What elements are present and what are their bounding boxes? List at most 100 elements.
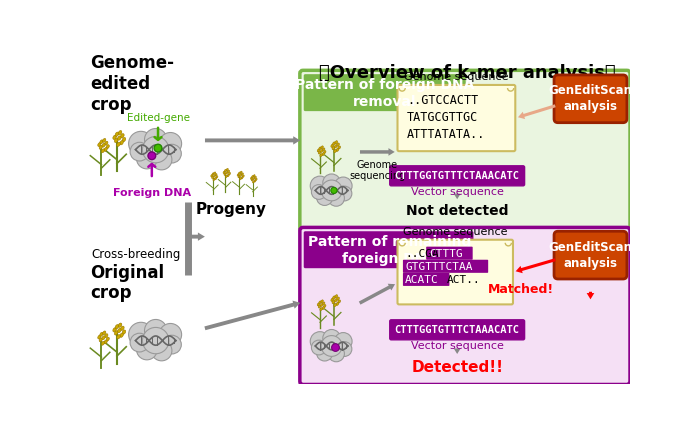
- Ellipse shape: [336, 148, 339, 152]
- Ellipse shape: [239, 174, 241, 177]
- Ellipse shape: [320, 308, 322, 311]
- FancyBboxPatch shape: [300, 227, 630, 384]
- Ellipse shape: [106, 337, 109, 341]
- FancyBboxPatch shape: [403, 273, 449, 286]
- Ellipse shape: [323, 148, 325, 151]
- Ellipse shape: [334, 303, 337, 307]
- Circle shape: [328, 346, 344, 362]
- Circle shape: [144, 128, 167, 151]
- Ellipse shape: [251, 179, 253, 181]
- Ellipse shape: [318, 151, 321, 154]
- Text: Genome sequence: Genome sequence: [403, 227, 508, 237]
- FancyBboxPatch shape: [426, 247, 473, 260]
- Ellipse shape: [226, 168, 228, 171]
- Text: GTGTTTCTAA: GTGTTTCTAA: [405, 262, 472, 272]
- FancyBboxPatch shape: [398, 85, 515, 151]
- Ellipse shape: [214, 175, 216, 177]
- Ellipse shape: [252, 175, 253, 178]
- Circle shape: [331, 187, 337, 194]
- Ellipse shape: [99, 146, 102, 149]
- Ellipse shape: [102, 341, 104, 345]
- Ellipse shape: [323, 151, 326, 153]
- Ellipse shape: [120, 140, 123, 145]
- Ellipse shape: [228, 170, 230, 173]
- Ellipse shape: [239, 172, 240, 175]
- Ellipse shape: [241, 177, 243, 179]
- Ellipse shape: [335, 145, 337, 148]
- Ellipse shape: [118, 323, 122, 327]
- Ellipse shape: [256, 178, 257, 181]
- Ellipse shape: [118, 130, 122, 135]
- Ellipse shape: [237, 174, 239, 176]
- Ellipse shape: [321, 300, 323, 303]
- Ellipse shape: [212, 173, 214, 175]
- Ellipse shape: [242, 175, 244, 177]
- FancyBboxPatch shape: [304, 74, 466, 111]
- Circle shape: [159, 133, 181, 155]
- Ellipse shape: [102, 149, 104, 153]
- Ellipse shape: [106, 145, 109, 149]
- Ellipse shape: [213, 178, 215, 181]
- Ellipse shape: [103, 139, 106, 142]
- Ellipse shape: [338, 146, 340, 149]
- Text: Genome sequence: Genome sequence: [404, 72, 509, 82]
- Circle shape: [312, 340, 326, 355]
- Ellipse shape: [239, 178, 241, 180]
- Text: Genome-
edited
crop: Genome- edited crop: [90, 54, 174, 114]
- Text: CTTTG: CTTTG: [429, 249, 463, 259]
- Ellipse shape: [318, 147, 321, 150]
- Text: ..CGA: ..CGA: [405, 249, 439, 259]
- Ellipse shape: [335, 295, 337, 298]
- Ellipse shape: [338, 300, 340, 303]
- Ellipse shape: [104, 340, 107, 344]
- Ellipse shape: [331, 298, 333, 302]
- Ellipse shape: [238, 175, 240, 178]
- Circle shape: [162, 144, 181, 163]
- Circle shape: [136, 149, 158, 169]
- FancyBboxPatch shape: [300, 70, 630, 231]
- FancyBboxPatch shape: [554, 231, 627, 279]
- Circle shape: [328, 190, 344, 206]
- Ellipse shape: [228, 172, 230, 175]
- Ellipse shape: [253, 181, 254, 183]
- Ellipse shape: [321, 304, 323, 306]
- Ellipse shape: [120, 326, 124, 330]
- Text: ACT..: ACT..: [447, 275, 481, 285]
- Ellipse shape: [336, 302, 339, 305]
- Circle shape: [144, 319, 167, 342]
- Ellipse shape: [332, 301, 335, 304]
- Ellipse shape: [117, 335, 120, 339]
- Text: Progeny: Progeny: [195, 202, 267, 217]
- Text: Matched!: Matched!: [488, 283, 554, 296]
- Ellipse shape: [100, 332, 103, 336]
- Ellipse shape: [113, 135, 116, 140]
- Ellipse shape: [253, 175, 255, 177]
- Text: GenEditScan
analysis: GenEditScan analysis: [549, 241, 633, 270]
- Circle shape: [148, 152, 155, 160]
- Circle shape: [129, 322, 153, 347]
- Text: Cross-breeding: Cross-breeding: [92, 248, 181, 261]
- Ellipse shape: [100, 140, 103, 144]
- Circle shape: [142, 327, 169, 354]
- Ellipse shape: [227, 174, 229, 177]
- Ellipse shape: [318, 305, 321, 308]
- Circle shape: [323, 174, 340, 191]
- Circle shape: [323, 330, 340, 347]
- Ellipse shape: [117, 142, 120, 146]
- Text: GenEditScan
analysis: GenEditScan analysis: [549, 84, 633, 113]
- Ellipse shape: [122, 137, 126, 142]
- Ellipse shape: [116, 132, 119, 137]
- Ellipse shape: [102, 143, 105, 147]
- FancyBboxPatch shape: [403, 260, 488, 273]
- Ellipse shape: [332, 142, 335, 145]
- Ellipse shape: [116, 324, 119, 329]
- Text: Vector sequence: Vector sequence: [411, 187, 503, 197]
- FancyBboxPatch shape: [390, 166, 524, 186]
- Circle shape: [142, 137, 169, 163]
- Ellipse shape: [211, 176, 214, 178]
- Ellipse shape: [251, 177, 252, 179]
- Ellipse shape: [331, 144, 333, 147]
- FancyBboxPatch shape: [398, 240, 513, 305]
- Ellipse shape: [105, 334, 108, 337]
- FancyBboxPatch shape: [390, 320, 524, 340]
